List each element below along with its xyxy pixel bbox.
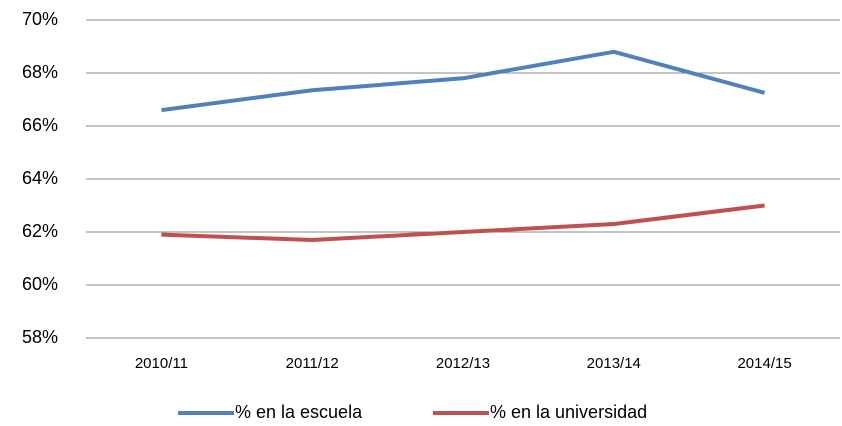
y-tick-label: 70%	[22, 9, 58, 29]
x-tick-label: 2014/15	[737, 355, 791, 372]
y-tick-label: 68%	[22, 62, 58, 82]
x-tick-label: 2011/12	[286, 355, 339, 372]
x-tick-label: 2013/14	[587, 355, 641, 372]
y-tick-label: 62%	[22, 221, 58, 241]
series-line	[161, 203, 765, 242]
y-tick-label: 66%	[22, 115, 58, 135]
series-line	[161, 49, 766, 113]
y-tick-label: 58%	[22, 327, 58, 347]
y-tick-label: 60%	[22, 274, 58, 294]
x-tick-label: 2010/11	[135, 355, 188, 372]
x-tick-label: 2012/13	[436, 355, 490, 372]
legend-label: % en la escuela	[235, 402, 363, 422]
legend-label: % en la universidad	[490, 402, 647, 422]
y-tick-label: 64%	[22, 168, 58, 188]
